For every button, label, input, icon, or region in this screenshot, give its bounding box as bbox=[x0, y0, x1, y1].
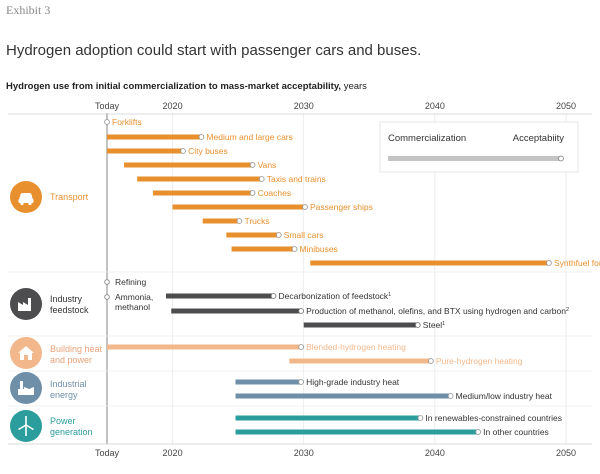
bar-industry-feedstock-production-of-methanol-olefins-and-btx-using-hydrogen-and-carbon-endpoint bbox=[298, 308, 304, 314]
bar-transport-trucks-endpoint bbox=[236, 218, 243, 224]
bar-industrial-energy-medium-low-industry-heat bbox=[235, 393, 451, 399]
bar-transport-coaches-label: Coaches bbox=[258, 188, 292, 198]
bar-industry-feedstock-ammonia-methanol-label: Ammonia, methanol bbox=[115, 292, 153, 312]
bar-industrial-energy-medium-low-industry-heat-label: Medium/low industry heat bbox=[456, 391, 553, 401]
sector-label-industry-feedstock: Industry feedstock bbox=[50, 294, 89, 315]
bar-transport-vans-endpoint bbox=[249, 162, 256, 168]
bar-transport-forklifts-label: Forklifts bbox=[112, 117, 142, 127]
legend-end-label: Acceptabiity bbox=[513, 133, 564, 144]
bar-transport-synthfuel-for-freight-ships-and-airplanes-label: Synthfuel for freight ships and airplane… bbox=[554, 258, 600, 268]
axis-tick-bottom-2040: 2040 bbox=[425, 448, 445, 458]
exhibit-label: Exhibit 3 bbox=[6, 3, 51, 17]
bar-power-generation-in-renewables-constrained-countries bbox=[235, 415, 421, 421]
bar-power-generation-in-other-countries-label: In other countries bbox=[483, 427, 549, 437]
bar-industry-feedstock-production-of-methanol-olefins-and-btx-using-hydrogen-and-carbon bbox=[171, 308, 302, 314]
bar-transport-medium-and-large-cars bbox=[107, 134, 202, 140]
bar-transport-passenger-ships-endpoint bbox=[302, 204, 308, 210]
legend-box bbox=[379, 121, 579, 173]
subtitle-unit: years bbox=[343, 81, 367, 92]
bar-transport-coaches bbox=[152, 190, 253, 196]
bar-building-heat-pure-hydrogen-heating-label: Pure-hydrogen heating bbox=[436, 356, 523, 366]
axis-tick-bottom-2050: 2050 bbox=[556, 448, 576, 458]
bar-transport-small-cars-endpoint bbox=[275, 232, 282, 238]
legend-bar bbox=[388, 156, 560, 161]
headline: Hydrogen adoption could start with passe… bbox=[6, 42, 422, 59]
bar-industrial-energy-medium-low-industry-heat-endpoint bbox=[447, 393, 454, 399]
axis-tick-top-2020: 2020 bbox=[163, 101, 183, 111]
axis-tick-top-2030: 2030 bbox=[294, 101, 314, 111]
bar-transport-minibuses-endpoint bbox=[291, 246, 298, 252]
bar-transport-minibuses-label: Minibuses bbox=[300, 244, 338, 254]
bar-transport-city-buses bbox=[107, 148, 184, 154]
axis-tick-top-today: Today bbox=[95, 101, 120, 111]
bar-industry-feedstock-ammonia-methanol-marker bbox=[104, 294, 110, 300]
bar-transport-city-buses-endpoint bbox=[180, 148, 186, 154]
legend-start-label: Commercialization bbox=[388, 133, 466, 144]
bar-transport-small-cars bbox=[226, 232, 279, 238]
axis-tick-top-2040: 2040 bbox=[425, 101, 445, 111]
bar-transport-coaches-endpoint bbox=[249, 190, 256, 196]
bar-transport-taxis-and-trains-label: Taxis and trains bbox=[267, 174, 326, 184]
bar-transport-passenger-ships-label: Passenger ships bbox=[310, 202, 373, 212]
bar-transport-city-buses-label: City buses bbox=[188, 146, 228, 156]
bar-transport-taxis-and-trains bbox=[137, 176, 262, 182]
axis-tick-bottom-today: Today bbox=[95, 448, 120, 458]
bar-transport-passenger-ships bbox=[172, 204, 306, 210]
house-icon bbox=[10, 337, 42, 369]
bar-transport-small-cars-label: Small cars bbox=[284, 230, 324, 240]
bar-power-generation-in-other-countries-endpoint bbox=[475, 429, 481, 435]
bar-building-heat-pure-hydrogen-heating bbox=[289, 358, 431, 364]
bar-transport-taxis-and-trains-endpoint bbox=[258, 176, 265, 182]
sector-label-building-heat: Building heat and power bbox=[50, 344, 103, 365]
bar-industry-feedstock-refining-label: Refining bbox=[115, 277, 146, 287]
bar-transport-medium-and-large-cars-label: Medium and large cars bbox=[206, 132, 292, 142]
bar-industry-feedstock-decarbonization-of-feedstock bbox=[166, 293, 274, 299]
car-icon bbox=[10, 181, 42, 213]
bar-building-heat-blended-hydrogen-heating-endpoint bbox=[298, 344, 304, 350]
bar-industrial-energy-high-grade-industry-heat-endpoint bbox=[298, 379, 304, 385]
bar-industry-feedstock-decarbonization-of-feedstock-endpoint bbox=[270, 293, 277, 299]
industry-icon bbox=[10, 372, 42, 404]
chart-subtitle: Hydrogen use from initial commercializat… bbox=[6, 81, 367, 92]
bar-building-heat-blended-hydrogen-heating-label: Blended-hydrogen heating bbox=[306, 342, 406, 352]
bar-power-generation-in-renewables-constrained-countries-endpoint bbox=[417, 415, 424, 421]
sector-label-industrial-energy: Industrial energy bbox=[50, 379, 87, 400]
sector-label-transport: Transport bbox=[50, 192, 89, 202]
axis-tick-bottom-2020: 2020 bbox=[163, 448, 183, 458]
bar-transport-synthfuel-for-freight-ships-and-airplanes bbox=[310, 260, 549, 266]
bar-transport-forklifts-endpoint bbox=[104, 119, 110, 125]
axis-tick-top-2050: 2050 bbox=[556, 101, 576, 111]
bar-transport-vans-label: Vans bbox=[258, 160, 277, 170]
factory-icon bbox=[10, 288, 42, 320]
axis-tick-bottom-2030: 2030 bbox=[294, 448, 314, 458]
bar-industry-feedstock-refining-marker bbox=[104, 279, 110, 285]
bar-transport-trucks-label: Trucks bbox=[244, 216, 269, 226]
bar-building-heat-blended-hydrogen-heating bbox=[107, 344, 302, 350]
subtitle-bold: Hydrogen use from initial commercializat… bbox=[6, 81, 342, 92]
legend-bar-endpoint bbox=[558, 155, 564, 162]
bar-industry-feedstock-decarbonization-of-feedstock-label: Decarbonization of feedstock1 bbox=[279, 291, 392, 301]
bar-industry-feedstock-production-of-methanol-olefins-and-btx-using-hydrogen-and-carbon-label: Production of methanol, olefins, and BTX… bbox=[306, 306, 569, 316]
bar-transport-synthfuel-for-freight-ships-and-airplanes-endpoint bbox=[546, 260, 552, 266]
bar-industry-feedstock-steel bbox=[303, 322, 418, 328]
bar-transport-trucks bbox=[202, 218, 240, 224]
bar-industrial-energy-high-grade-industry-heat bbox=[235, 379, 302, 385]
bar-industry-feedstock-steel-label: Steel1 bbox=[423, 320, 445, 330]
wind-turbine-icon bbox=[10, 410, 42, 442]
bar-industrial-energy-high-grade-industry-heat-label: High-grade industry heat bbox=[306, 377, 400, 387]
bar-transport-minibuses bbox=[231, 246, 295, 252]
sector-label-power-generation: Power generation bbox=[50, 416, 93, 437]
bar-industry-feedstock-steel-endpoint bbox=[414, 322, 421, 328]
bar-transport-vans bbox=[124, 162, 253, 168]
bar-transport-medium-and-large-cars-endpoint bbox=[198, 134, 205, 140]
bar-power-generation-in-renewables-constrained-countries-label: In renewables-constrained countries bbox=[425, 413, 562, 423]
bar-power-generation-in-other-countries bbox=[235, 429, 479, 435]
bar-building-heat-pure-hydrogen-heating-endpoint bbox=[428, 358, 434, 364]
